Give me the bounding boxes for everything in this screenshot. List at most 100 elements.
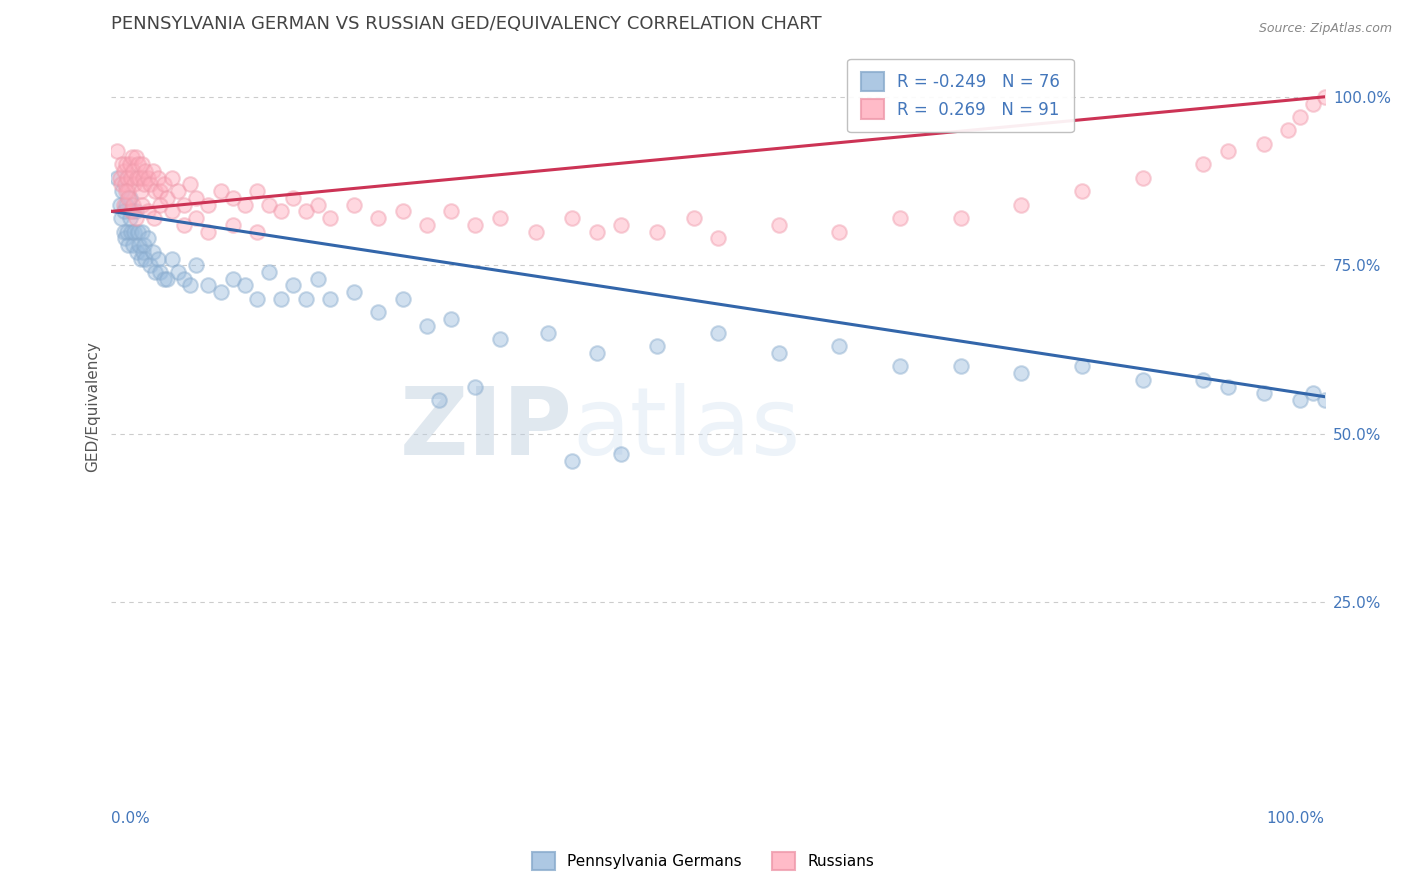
Point — [107, 170, 129, 185]
Point — [186, 191, 208, 205]
Point — [1010, 366, 1032, 380]
Point — [440, 204, 463, 219]
Point — [173, 272, 195, 286]
Point — [115, 197, 138, 211]
Text: atlas: atlas — [572, 383, 800, 475]
Point — [768, 346, 790, 360]
Point — [118, 211, 141, 226]
Point — [416, 218, 439, 232]
Point — [1216, 144, 1239, 158]
Point — [110, 178, 132, 192]
Point — [294, 292, 316, 306]
Point — [142, 211, 165, 226]
Point — [209, 184, 232, 198]
Point — [125, 244, 148, 259]
Point — [139, 258, 162, 272]
Point — [179, 178, 201, 192]
Point — [136, 204, 159, 219]
Point — [464, 379, 486, 393]
Point — [131, 197, 153, 211]
Point — [197, 197, 219, 211]
Point — [307, 272, 329, 286]
Point — [367, 305, 389, 319]
Point — [134, 164, 156, 178]
Point — [179, 278, 201, 293]
Point — [120, 204, 142, 219]
Point — [117, 238, 139, 252]
Point — [949, 211, 972, 226]
Point — [222, 191, 245, 205]
Y-axis label: GED/Equivalency: GED/Equivalency — [86, 342, 100, 472]
Point — [488, 333, 510, 347]
Text: 100.0%: 100.0% — [1267, 811, 1324, 826]
Point — [1010, 197, 1032, 211]
Point — [1132, 170, 1154, 185]
Point — [1289, 392, 1312, 407]
Point — [270, 292, 292, 306]
Point — [156, 191, 179, 205]
Point — [246, 184, 269, 198]
Point — [129, 252, 152, 266]
Point — [889, 211, 911, 226]
Point — [112, 197, 135, 211]
Point — [121, 204, 143, 219]
Point — [152, 272, 174, 286]
Point — [115, 225, 138, 239]
Point — [112, 164, 135, 178]
Point — [1216, 379, 1239, 393]
Point — [246, 292, 269, 306]
Point — [152, 178, 174, 192]
Point — [115, 157, 138, 171]
Point — [122, 197, 145, 211]
Point — [120, 225, 142, 239]
Point — [610, 218, 633, 232]
Point — [120, 170, 142, 185]
Point — [127, 225, 149, 239]
Point — [367, 211, 389, 226]
Point — [416, 318, 439, 333]
Point — [294, 204, 316, 219]
Point — [115, 184, 138, 198]
Point — [949, 359, 972, 374]
Text: Source: ZipAtlas.com: Source: ZipAtlas.com — [1258, 22, 1392, 36]
Point — [122, 164, 145, 178]
Point — [124, 225, 146, 239]
Point — [149, 197, 172, 211]
Point — [146, 252, 169, 266]
Point — [828, 225, 851, 239]
Point — [682, 211, 704, 226]
Point — [1289, 110, 1312, 124]
Point — [124, 151, 146, 165]
Point — [128, 170, 150, 185]
Point — [167, 184, 190, 198]
Point — [112, 225, 135, 239]
Point — [464, 218, 486, 232]
Point — [114, 231, 136, 245]
Point — [319, 211, 342, 226]
Point — [283, 191, 305, 205]
Point — [149, 265, 172, 279]
Point — [156, 272, 179, 286]
Point — [108, 197, 131, 211]
Point — [142, 244, 165, 259]
Point — [173, 218, 195, 232]
Point — [131, 157, 153, 171]
Point — [307, 197, 329, 211]
Point — [160, 252, 183, 266]
Text: 0.0%: 0.0% — [111, 811, 150, 826]
Point — [107, 144, 129, 158]
Point — [114, 178, 136, 192]
Point — [125, 170, 148, 185]
Point — [1302, 96, 1324, 111]
Point — [134, 178, 156, 192]
Point — [270, 204, 292, 219]
Point — [110, 211, 132, 226]
Point — [111, 157, 134, 171]
Point — [283, 278, 305, 293]
Text: PENNSYLVANIA GERMAN VS RUSSIAN GED/EQUIVALENCY CORRELATION CHART: PENNSYLVANIA GERMAN VS RUSSIAN GED/EQUIV… — [111, 15, 823, 33]
Point — [343, 285, 366, 300]
Point — [561, 453, 583, 467]
Point — [186, 258, 208, 272]
Point — [139, 178, 162, 192]
Point — [1071, 359, 1094, 374]
